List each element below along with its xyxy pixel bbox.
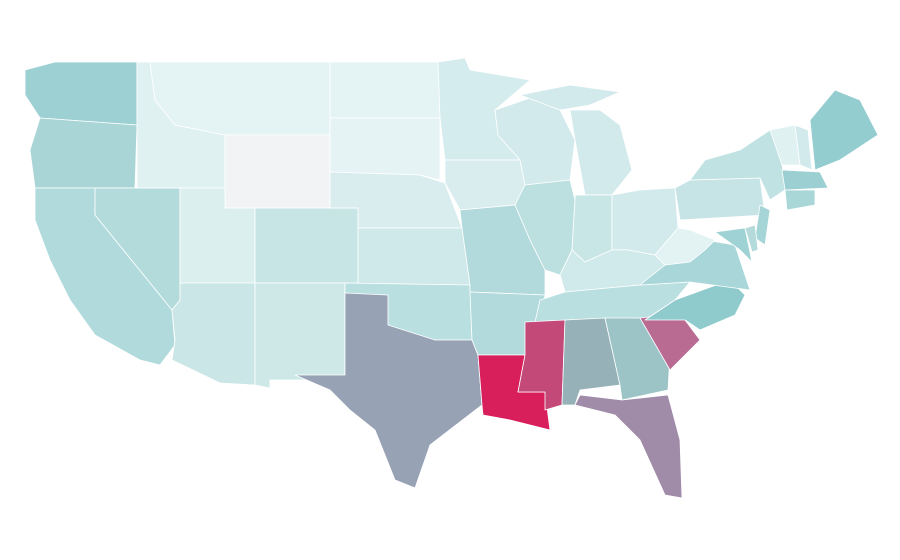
state xyxy=(357,227,471,286)
state xyxy=(744,224,759,253)
state xyxy=(569,109,633,196)
state xyxy=(519,84,621,111)
state xyxy=(644,279,746,331)
state xyxy=(171,282,256,386)
state xyxy=(29,117,138,189)
state xyxy=(574,394,683,499)
state xyxy=(254,282,346,389)
state xyxy=(571,194,613,263)
state xyxy=(329,117,441,181)
state xyxy=(809,89,879,171)
state xyxy=(784,189,816,211)
state xyxy=(781,169,829,191)
state xyxy=(294,292,483,489)
state xyxy=(674,177,766,221)
state xyxy=(149,61,331,136)
state xyxy=(329,61,441,119)
state xyxy=(794,124,813,171)
state xyxy=(444,159,526,211)
state xyxy=(754,204,771,246)
state xyxy=(24,61,138,126)
state xyxy=(714,227,753,263)
state xyxy=(254,207,359,284)
state xyxy=(224,134,331,209)
state xyxy=(654,227,716,266)
